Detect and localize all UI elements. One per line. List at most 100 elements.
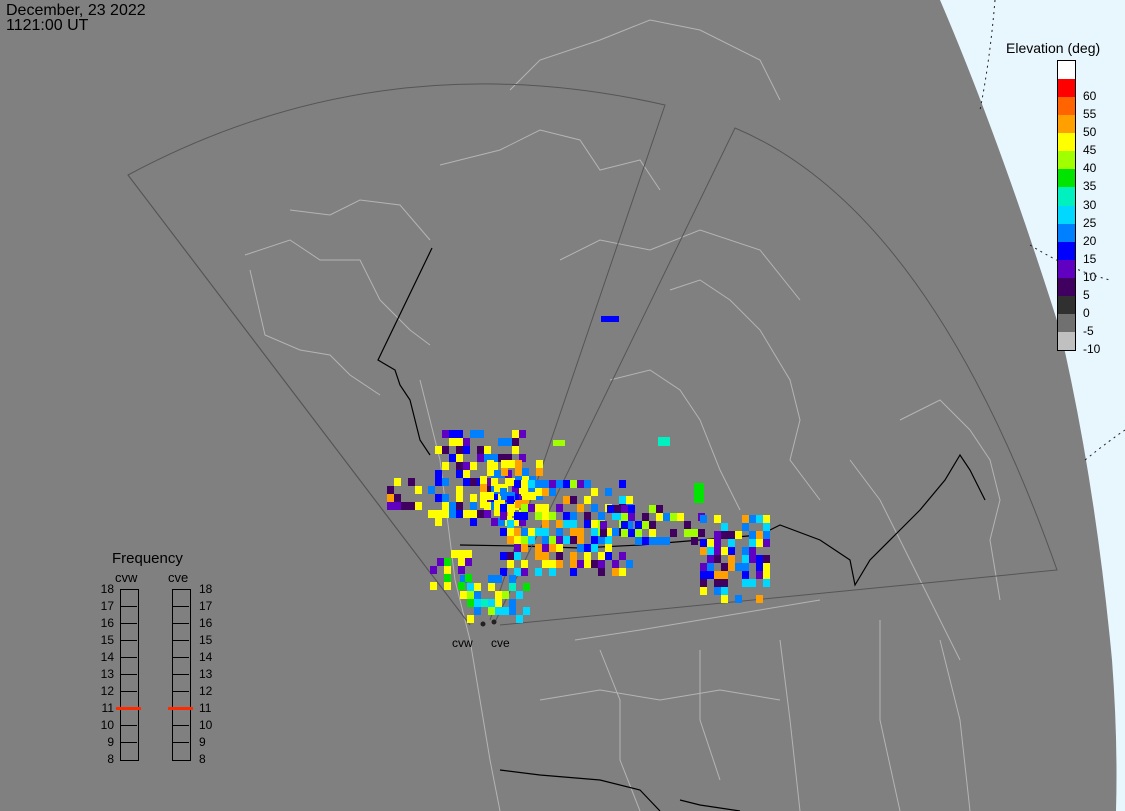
radar-cell <box>553 440 565 446</box>
radar-cell <box>763 571 770 579</box>
frequency-tick <box>120 674 137 675</box>
radar-cell <box>484 510 491 518</box>
radar-cell <box>556 536 563 544</box>
radar-cell <box>521 544 528 552</box>
radar-cell <box>749 555 756 563</box>
radar-cell <box>460 591 467 599</box>
radar-cell <box>463 470 470 478</box>
radar-cell <box>763 539 770 547</box>
radar-cell <box>477 454 484 462</box>
radar-cell <box>470 430 477 438</box>
radar-cell <box>470 462 477 470</box>
radar-cell <box>512 518 519 526</box>
frequency-scale-label: 16 <box>100 616 114 630</box>
radar-cell <box>456 430 463 438</box>
frequency-scale-label: 17 <box>100 599 114 613</box>
radar-cell <box>642 537 649 545</box>
radar-cell <box>521 512 528 520</box>
radar-cell <box>742 547 749 555</box>
radar-cell <box>700 515 707 523</box>
site-cvw-marker <box>480 621 486 627</box>
radar-cell <box>584 520 591 528</box>
frequency-tick <box>172 725 189 726</box>
radar-cell <box>756 531 763 539</box>
radar-cell <box>470 478 477 486</box>
colorbar-swatch <box>1058 295 1075 314</box>
colorbar-label: 30 <box>1083 197 1097 212</box>
radar-cell <box>721 595 728 603</box>
radar-cell <box>691 537 698 545</box>
frequency-scale-label: 17 <box>199 599 213 613</box>
radar-cell <box>514 512 521 520</box>
radar-cell <box>514 568 521 576</box>
radar-cell <box>763 531 770 539</box>
radar-cell <box>514 544 521 552</box>
radar-cell <box>394 494 401 502</box>
radar-cell <box>570 512 577 520</box>
radar-cell <box>642 513 649 521</box>
time-label: 1121:00 UT <box>6 17 89 34</box>
frequency-tick <box>120 725 137 726</box>
radar-cell <box>456 454 463 462</box>
radar-cell <box>570 480 577 488</box>
frequency-scale-label: 14 <box>100 650 114 664</box>
frequency-scale-label: 11 <box>101 701 114 715</box>
radar-cell <box>556 520 563 528</box>
colorbar-swatch <box>1058 313 1075 332</box>
radar-cell <box>528 504 535 512</box>
radar-cell <box>721 563 728 571</box>
radar-cell <box>480 484 487 492</box>
radar-cell <box>408 502 415 510</box>
radar-cell <box>507 552 514 560</box>
radar-cell <box>707 539 714 547</box>
radar-cell <box>435 494 442 502</box>
radar-cell <box>495 591 502 599</box>
radar-cell <box>721 523 728 531</box>
colorbar-label: 25 <box>1083 215 1097 230</box>
colorbar-label: 40 <box>1083 161 1097 176</box>
radar-cell <box>449 510 456 518</box>
radar-cell <box>515 468 522 476</box>
radar-cell <box>612 528 619 536</box>
radar-cell <box>700 587 707 595</box>
radar-cell <box>498 518 505 526</box>
radar-cell <box>749 531 756 539</box>
radar-cell <box>456 494 463 502</box>
radar-cell <box>505 454 512 462</box>
radar-cell <box>456 486 463 494</box>
radar-cell <box>442 510 449 518</box>
radar-cell <box>519 430 526 438</box>
frequency-tick <box>172 674 189 675</box>
radar-cell <box>600 521 607 529</box>
radar-cell <box>663 537 670 545</box>
radar-cell <box>763 523 770 531</box>
frequency-tick <box>120 640 137 641</box>
radar-cell <box>494 484 501 492</box>
radar-cell <box>521 560 528 568</box>
radar-cell <box>505 438 512 446</box>
radar-cell <box>408 478 415 486</box>
radar-cell <box>714 539 721 547</box>
radar-cell <box>756 539 763 547</box>
colorbar-swatch <box>1058 205 1075 224</box>
radar-cell <box>509 599 516 607</box>
radar-cell <box>570 528 577 536</box>
radar-cell <box>563 496 570 504</box>
radar-cell <box>598 536 605 544</box>
radar-cell <box>467 615 474 623</box>
radar-cell <box>742 563 749 571</box>
colorbar-swatch <box>1058 259 1075 278</box>
radar-cell <box>649 537 656 545</box>
latitude-dotted-2 <box>1029 244 1111 281</box>
colorbar-swatch <box>1058 223 1075 242</box>
radar-cell <box>512 446 519 454</box>
frequency-tick <box>120 623 137 624</box>
radar-cell <box>535 504 542 512</box>
radar-cell <box>542 480 549 488</box>
radar-cell <box>700 579 707 587</box>
fov-cve <box>494 127 1058 626</box>
radar-cell <box>563 480 570 488</box>
colorbar-swatch <box>1058 61 1075 80</box>
radar-cell <box>626 520 633 528</box>
